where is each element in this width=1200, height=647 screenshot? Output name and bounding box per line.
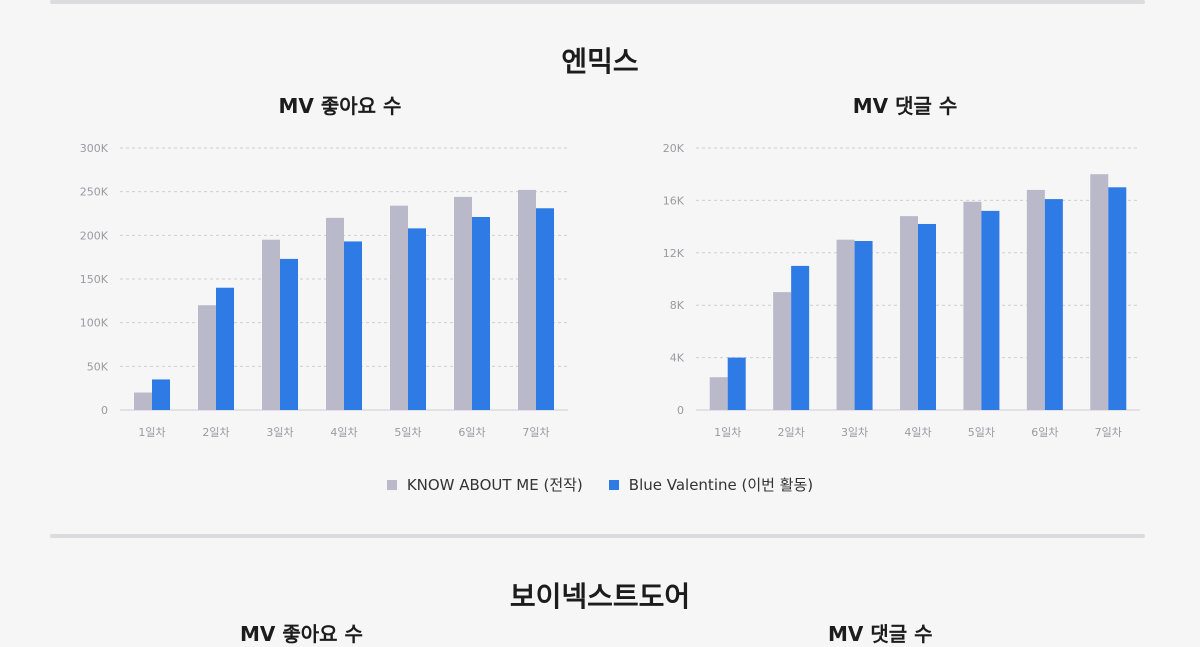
bar-blue-valentine-6 — [1044, 199, 1063, 410]
y-tick-label: 100K — [80, 317, 109, 330]
x-tick-label: 4일차 — [904, 425, 931, 439]
section-title-boynextdoor: 보이넥스트도어 — [509, 580, 691, 613]
bar-blue-valentine-7 — [536, 208, 554, 410]
chart-title-likes: MV 좋아요 수 — [278, 94, 402, 118]
bar-blue-valentine-4 — [344, 241, 362, 410]
y-tick-label: 0 — [101, 404, 108, 417]
bar-know-about-me-7 — [1090, 174, 1109, 410]
bar-blue-valentine-3 — [854, 241, 873, 410]
top-divider — [50, 0, 1145, 4]
bar-blue-valentine-5 — [981, 210, 1000, 410]
y-tick-label: 50K — [87, 360, 109, 373]
comments-chart: 0 4K 8K 12K 16K 20K 1일차 2일차 3일차 4일차 5일차 6일차 7일차 — [663, 142, 1140, 439]
bar-know-about-me-5 — [963, 201, 982, 410]
bar-know-about-me-2 — [198, 305, 216, 410]
bar-blue-valentine-2 — [216, 287, 234, 410]
x-tick-label: 3일차 — [266, 425, 293, 439]
bar-know-about-me-4 — [900, 216, 918, 410]
legend-label-series1: KNOW ABOUT ME (전작) — [406, 476, 583, 494]
partial-title-likes: MV 좋아요 수 — [240, 622, 363, 646]
likes-chart: 0 50K 100K 150K 200K 250K 300K 1일차 2일차 3일차 4일차 5일차 6… — [80, 142, 568, 439]
bar-blue-valentine-3 — [280, 258, 298, 410]
middle-divider — [50, 534, 1145, 538]
bar-blue-valentine-1 — [727, 357, 746, 410]
x-tick-label: 7일차 — [1095, 425, 1122, 439]
x-tick-label: 6일차 — [1031, 425, 1058, 439]
y-tick-label: 200K — [80, 229, 109, 242]
partial-title-comments: MV 댓글 수 — [828, 622, 933, 646]
y-tick-label: 8K — [670, 299, 685, 312]
x-tick-label: 7일차 — [522, 425, 549, 439]
x-tick-label: 3일차 — [841, 425, 868, 439]
y-tick-label: 4K — [670, 352, 685, 365]
bar-blue-valentine-7 — [1108, 187, 1127, 410]
legend: KNOW ABOUT ME (전작) Blue Valentine (이번 활동… — [0, 474, 1200, 495]
x-tick-label: 1일차 — [138, 425, 165, 439]
legend-swatch-series1 — [386, 479, 397, 490]
y-tick-label: 150K — [80, 273, 109, 286]
y-tick-label: 0 — [677, 404, 684, 417]
bar-blue-valentine-5 — [408, 228, 426, 410]
bar-know-about-me-4 — [326, 217, 344, 410]
bar-know-about-me-1 — [709, 377, 728, 410]
bar-know-about-me-3 — [836, 239, 855, 410]
legend-label-series2: Blue Valentine (이번 활동) — [628, 476, 814, 494]
legend-item-blue-valentine: Blue Valentine (이번 활동) — [608, 474, 814, 495]
y-tick-label: 12K — [663, 247, 685, 260]
y-tick-label: 300K — [80, 142, 109, 155]
y-tick-label: 20K — [663, 142, 685, 155]
x-tick-label: 5일차 — [394, 425, 421, 439]
bar-blue-valentine-6 — [472, 216, 490, 410]
x-tick-label: 5일차 — [968, 425, 995, 439]
x-tick-label: 4일차 — [330, 425, 357, 439]
legend-swatch-series2 — [608, 479, 619, 490]
section-title-nmixx: 엔믹스 — [561, 45, 639, 78]
bar-know-about-me-6 — [1026, 189, 1045, 410]
bar-blue-valentine-2 — [791, 265, 810, 410]
bar-know-about-me-1 — [134, 392, 152, 410]
bar-know-about-me-3 — [262, 239, 280, 410]
y-tick-label: 16K — [663, 194, 685, 207]
x-tick-label: 1일차 — [714, 425, 741, 439]
bar-know-about-me-5 — [390, 205, 408, 410]
bar-know-about-me-7 — [518, 189, 536, 410]
bar-blue-valentine-4 — [918, 223, 936, 410]
x-tick-label: 2일차 — [778, 425, 805, 439]
y-tick-label: 250K — [80, 186, 109, 199]
legend-item-know-about-me: KNOW ABOUT ME (전작) — [386, 474, 583, 495]
x-tick-label: 6일차 — [458, 425, 485, 439]
bar-know-about-me-6 — [454, 196, 472, 410]
x-tick-label: 2일차 — [202, 425, 229, 439]
bar-know-about-me-2 — [773, 292, 792, 410]
bar-blue-valentine-1 — [152, 379, 170, 410]
chart-title-comments: MV 댓글 수 — [852, 94, 958, 118]
